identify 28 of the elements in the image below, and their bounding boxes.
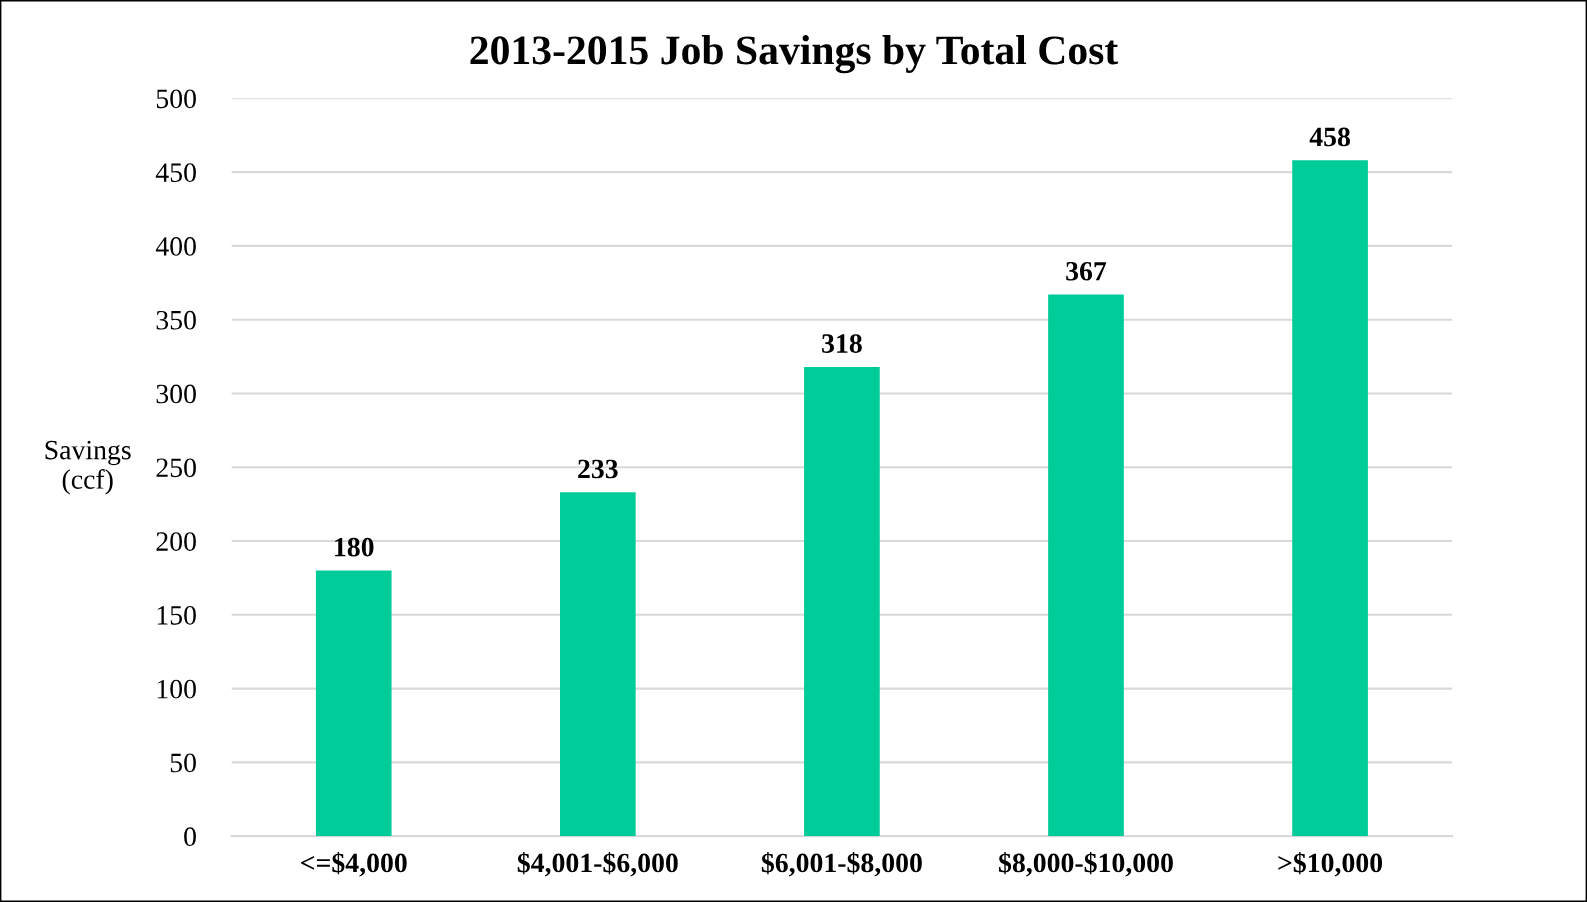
bar	[315, 570, 392, 837]
chart-title: 2013-2015 Job Savings by Total Cost	[470, 35, 1119, 74]
y-tick-label: 250	[156, 458, 196, 478]
y-tick-label: 150	[157, 605, 196, 625]
x-tick-label: $4,001-$6,000	[517, 851, 678, 877]
y-tick-label: 350	[156, 310, 196, 330]
x-tick-label: >$10,000	[1278, 851, 1383, 877]
y-tick-label: 0	[184, 827, 196, 847]
y-tick-label: 500	[156, 89, 196, 109]
y-axis-title: Savings (ccf)	[45, 440, 131, 495]
data-label: 233	[578, 459, 618, 479]
x-tick-label: $6,001-$8,000	[761, 851, 922, 877]
bar	[804, 366, 880, 837]
bar	[1048, 294, 1124, 837]
y-tick-label: 200	[156, 532, 196, 551]
bar	[1292, 160, 1368, 837]
data-label: 180	[335, 537, 374, 557]
y-tick-label: 100	[157, 679, 196, 699]
y-tick-label: 50	[170, 753, 196, 773]
data-label: 367	[1066, 261, 1107, 281]
y-tick-label: 400	[155, 237, 196, 256]
x-tick-label: $8,000-$10,000	[999, 851, 1173, 877]
x-tick-label: <=$4,000	[301, 851, 407, 877]
bar	[559, 492, 636, 837]
data-label: 458	[1309, 127, 1350, 147]
data-label: 318	[822, 334, 862, 353]
y-tick-label: 300	[156, 384, 196, 404]
y-tick-label: 450	[155, 163, 196, 183]
